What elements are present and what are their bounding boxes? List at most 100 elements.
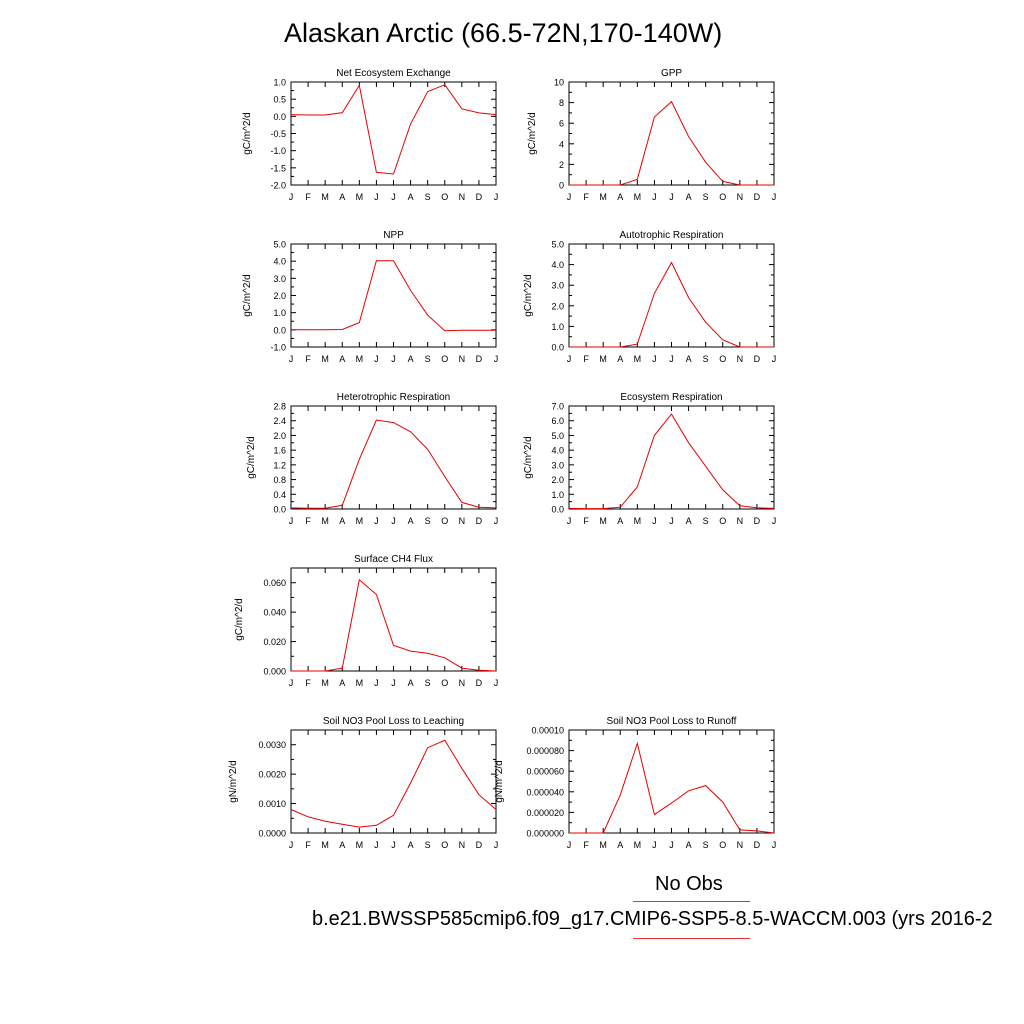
x-tick-label: J xyxy=(669,192,674,202)
x-tick-label: M xyxy=(634,840,642,850)
x-tick-label: J xyxy=(289,516,294,526)
x-tick-label: A xyxy=(617,354,623,364)
y-tick-label: 0.000040 xyxy=(526,787,564,797)
y-tick-label: 1.0 xyxy=(551,322,564,332)
y-tick-label: 2.0 xyxy=(273,431,286,441)
x-tick-label: S xyxy=(425,516,431,526)
legend-model-line xyxy=(633,938,750,939)
y-tick-label: 3.0 xyxy=(551,460,564,470)
x-tick-label: N xyxy=(737,354,744,364)
x-tick-label: J xyxy=(669,516,674,526)
y-tick-label: 2.0 xyxy=(551,301,564,311)
y-tick-label: 7.0 xyxy=(551,402,564,412)
x-tick-label: A xyxy=(686,354,692,364)
x-tick-label: J xyxy=(374,840,379,850)
legend-obs-line xyxy=(633,901,750,902)
y-tick-label: -0.5 xyxy=(270,129,286,139)
panel-frame xyxy=(290,567,497,672)
x-tick-label: J xyxy=(391,678,396,688)
x-tick-label: S xyxy=(425,192,431,202)
panel-frame xyxy=(290,81,497,186)
x-tick-label: M xyxy=(634,192,642,202)
x-tick-label: A xyxy=(339,678,345,688)
x-tick-label: O xyxy=(719,516,726,526)
x-tick-label: M xyxy=(321,192,329,202)
x-tick-label: O xyxy=(441,840,448,850)
x-tick-label: S xyxy=(703,840,709,850)
y-tick-label: 0.0000 xyxy=(258,829,286,839)
panel-title: Ecosystem Respiration xyxy=(620,392,722,403)
panel-title: Heterotrophic Respiration xyxy=(337,392,450,403)
y-tick-label: 0.020 xyxy=(263,637,286,647)
y-tick-label: 0.000080 xyxy=(526,746,564,756)
y-axis-label: gN/m^2/d xyxy=(228,760,239,803)
x-tick-label: M xyxy=(321,516,329,526)
x-tick-label: J xyxy=(494,840,499,850)
y-tick-label: 1.2 xyxy=(273,460,286,470)
y-tick-label: 2 xyxy=(559,160,564,170)
y-tick-label: 0.000000 xyxy=(526,829,564,839)
series-line xyxy=(291,578,497,672)
x-tick-label: A xyxy=(617,516,623,526)
x-tick-label: S xyxy=(703,192,709,202)
x-tick-label: J xyxy=(772,354,777,364)
y-tick-label: 0.8 xyxy=(273,475,286,485)
x-tick-label: O xyxy=(719,840,726,850)
y-tick-label: 10 xyxy=(554,78,564,88)
x-tick-label: N xyxy=(459,678,466,688)
panel-title: Soil NO3 Pool Loss to Leaching xyxy=(323,716,464,727)
y-tick-label: -1.5 xyxy=(270,163,286,173)
x-tick-label: J xyxy=(494,516,499,526)
x-tick-label: D xyxy=(754,192,761,202)
x-tick-label: A xyxy=(339,840,345,850)
x-tick-label: M xyxy=(634,354,642,364)
y-tick-label: 0.0 xyxy=(273,505,286,515)
y-axis-label: gN/m^2/d xyxy=(494,760,505,803)
y-tick-label: 5.0 xyxy=(551,431,564,441)
y-tick-label: 3.0 xyxy=(551,281,564,291)
x-tick-label: N xyxy=(737,516,744,526)
legend-obs-label: No Obs xyxy=(655,873,723,895)
y-tick-label: 0.4 xyxy=(273,490,286,500)
series-line xyxy=(569,261,774,348)
x-tick-label: J xyxy=(289,354,294,364)
x-tick-label: F xyxy=(583,840,589,850)
x-tick-label: M xyxy=(321,840,329,850)
x-tick-label: M xyxy=(599,516,607,526)
x-tick-label: A xyxy=(408,840,414,850)
y-tick-label: 1.0 xyxy=(273,308,286,318)
y-tick-label: 0.0030 xyxy=(258,740,286,750)
x-tick-label: M xyxy=(599,840,607,850)
x-tick-label: J xyxy=(567,354,572,364)
y-tick-label: 4.0 xyxy=(551,446,564,456)
x-tick-label: M xyxy=(599,192,607,202)
x-tick-label: J xyxy=(669,354,674,364)
x-tick-label: A xyxy=(617,840,623,850)
x-tick-label: M xyxy=(356,354,364,364)
x-tick-label: D xyxy=(476,840,483,850)
x-tick-label: A xyxy=(686,516,692,526)
x-tick-label: O xyxy=(441,678,448,688)
x-tick-label: F xyxy=(583,354,589,364)
y-tick-label: 6 xyxy=(559,119,564,129)
x-tick-label: M xyxy=(356,840,364,850)
y-tick-label: 2.8 xyxy=(273,402,286,412)
x-tick-label: J xyxy=(567,192,572,202)
x-tick-label: J xyxy=(391,192,396,202)
x-tick-label: F xyxy=(305,192,311,202)
y-tick-label: 0.0 xyxy=(551,505,564,515)
panel-frame xyxy=(290,405,497,510)
y-axis-label: gC/m^2/d xyxy=(242,112,253,155)
panel-title: GPP xyxy=(661,68,682,79)
y-tick-label: 0.000 xyxy=(263,667,286,677)
x-tick-label: O xyxy=(719,354,726,364)
x-tick-label: J xyxy=(567,840,572,850)
x-tick-label: A xyxy=(686,840,692,850)
series-line xyxy=(290,419,497,509)
y-tick-label: 0.0 xyxy=(273,325,286,335)
panel-title: Autotrophic Respiration xyxy=(620,230,724,241)
x-tick-label: M xyxy=(599,354,607,364)
x-tick-label: N xyxy=(459,354,466,364)
